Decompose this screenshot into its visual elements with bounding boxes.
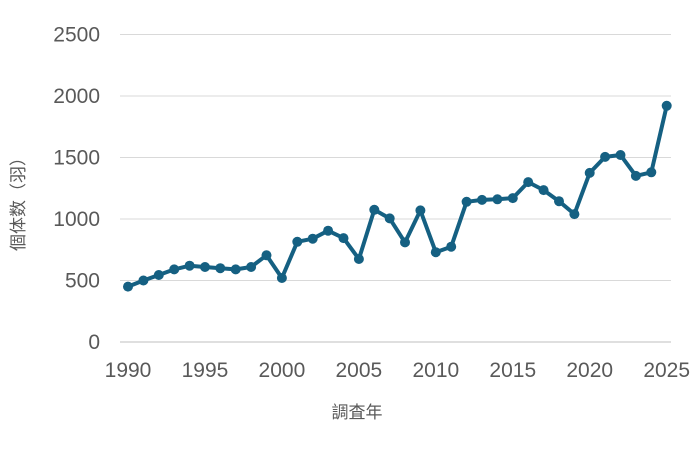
data-point-marker — [461, 196, 472, 207]
data-point-marker — [600, 151, 611, 162]
data-point-marker — [415, 205, 426, 216]
data-point-marker — [492, 194, 503, 205]
data-point-marker — [615, 150, 626, 160]
y-tick-label: 500 — [65, 270, 100, 293]
data-point-marker — [569, 209, 580, 220]
data-point-marker — [261, 250, 272, 261]
y-axis-title: 個体数（羽） — [9, 149, 28, 251]
x-tick-label: 2020 — [566, 359, 613, 382]
data-series-layer — [123, 100, 672, 292]
data-point-marker — [292, 236, 303, 247]
data-point-marker — [353, 254, 364, 264]
data-point-marker — [661, 100, 672, 111]
data-point-marker — [169, 264, 180, 275]
tick-label-layer: 0 500 1000 1500 2000 2500 1990 1995 2000 2005 2010… — [53, 24, 690, 383]
data-point-marker — [384, 213, 395, 224]
data-point-marker — [276, 273, 287, 283]
data-point-marker — [430, 247, 441, 258]
data-point-marker — [477, 194, 487, 205]
x-tick-label: 2000 — [259, 359, 306, 382]
data-point-marker — [338, 233, 349, 244]
data-point-marker — [138, 275, 149, 286]
x-tick-label: 1990 — [105, 359, 152, 382]
data-point-marker — [123, 281, 133, 292]
y-tick-label: 1000 — [53, 208, 100, 231]
x-tick-label: 2010 — [412, 359, 459, 382]
data-point-marker — [307, 233, 318, 244]
data-point-marker — [153, 270, 164, 280]
data-point-marker — [323, 225, 334, 236]
data-point-marker — [538, 185, 549, 196]
data-point-marker — [184, 260, 195, 271]
x-tick-label: 2015 — [489, 359, 536, 382]
data-point-marker — [584, 167, 595, 178]
data-point-marker — [246, 262, 257, 272]
x-tick-label: 1995 — [182, 359, 229, 382]
data-point-marker — [215, 263, 226, 274]
data-point-marker — [230, 264, 241, 275]
data-point-marker — [400, 237, 410, 248]
data-point-marker — [446, 241, 457, 252]
x-axis-title: 調査年 — [332, 403, 383, 422]
x-tick-label: 2005 — [336, 359, 383, 382]
data-point-marker — [646, 167, 657, 178]
gridline-layer — [120, 34, 671, 343]
data-point-marker — [369, 204, 380, 215]
data-point-marker — [630, 170, 641, 181]
data-point-marker — [200, 262, 210, 272]
y-tick-label: 1500 — [53, 147, 100, 170]
data-series-line — [126, 103, 669, 289]
data-point-marker — [554, 196, 564, 207]
x-tick-label: 2025 — [643, 359, 690, 382]
y-tick-label: 2500 — [53, 24, 100, 47]
y-tick-label: 2000 — [53, 85, 100, 108]
y-tick-label: 0 — [88, 331, 100, 354]
data-point-marker — [507, 193, 518, 204]
data-point-marker — [523, 177, 534, 188]
